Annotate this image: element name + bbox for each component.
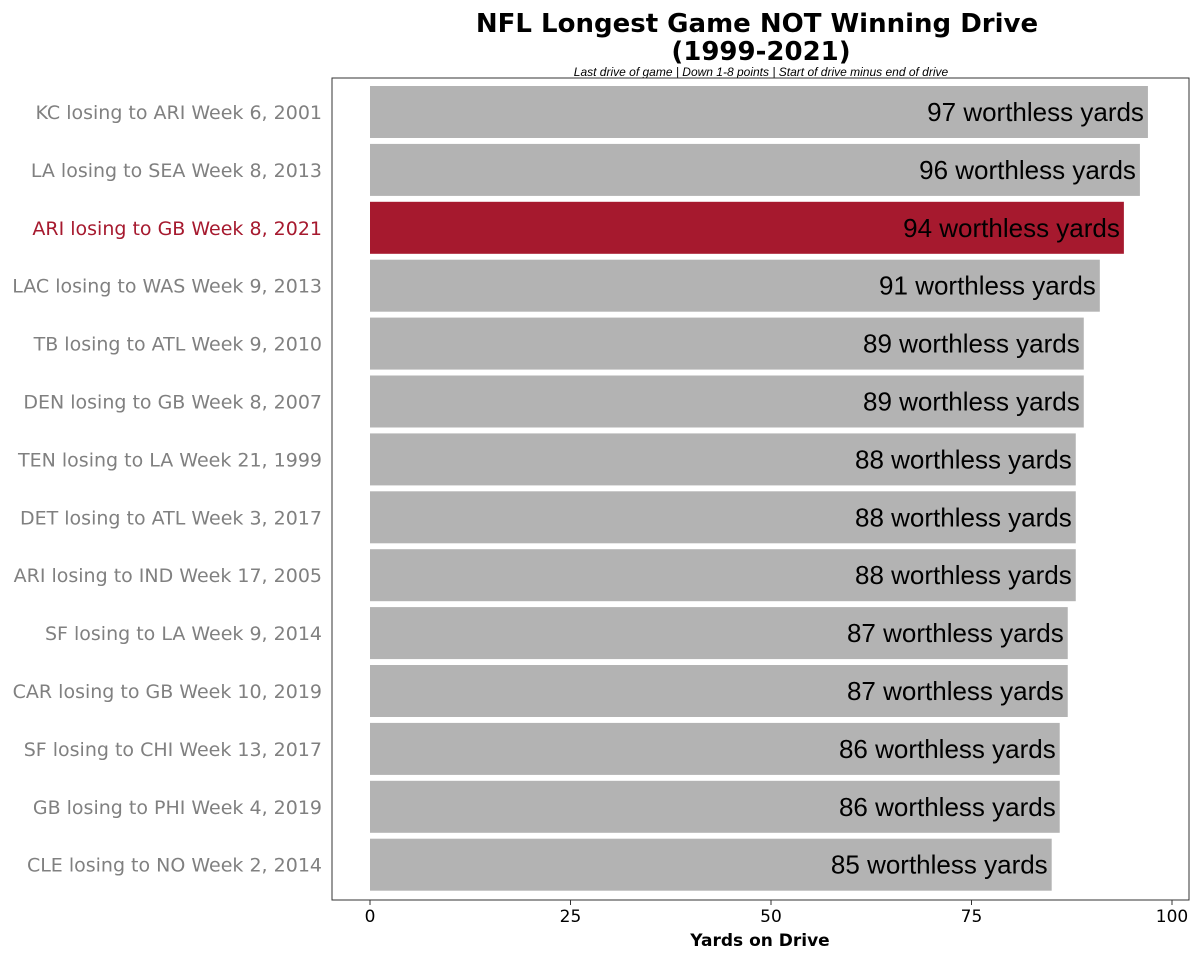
bar-value-label: 89 worthless yards	[863, 329, 1080, 359]
category-label: DET losing to ATL Week 3, 2017	[20, 507, 322, 529]
bar-value-label: 87 worthless yards	[847, 676, 1064, 706]
category-label: LA losing to SEA Week 8, 2013	[31, 160, 322, 182]
bar-value-label: 88 worthless yards	[855, 502, 1072, 532]
category-label: TB losing to ATL Week 9, 2010	[33, 334, 322, 356]
bar-value-label: 96 worthless yards	[919, 155, 1136, 185]
bar-value-label: 86 worthless yards	[839, 792, 1056, 822]
x-tick-label: 75	[961, 907, 983, 927]
category-label: CLE losing to NO Week 2, 2014	[27, 855, 322, 877]
bar	[370, 780, 1060, 833]
bar	[370, 838, 1052, 891]
category-label: SF losing to CHI Week 13, 2017	[24, 739, 322, 761]
bar	[370, 665, 1068, 717]
bar-value-label: 85 worthless yards	[831, 850, 1048, 880]
x-tick-label: 100	[1156, 907, 1188, 927]
bar-value-label: 94 worthless yards	[903, 213, 1120, 243]
x-tick-label: 0	[365, 907, 376, 927]
x-tick-label: 25	[560, 907, 582, 927]
bar	[370, 86, 1148, 138]
bar	[370, 143, 1140, 196]
bar-value-label: 87 worthless yards	[847, 618, 1064, 648]
x-axis-title: Yards on Drive	[689, 931, 829, 951]
category-label: LAC losing to WAS Week 9, 2013	[12, 276, 322, 298]
chart-subtitle: Last drive of game | Down 1-8 points | S…	[574, 65, 949, 79]
category-label: ARI losing to IND Week 17, 2005	[14, 565, 322, 587]
x-axis: 0 25 50 75 100	[365, 900, 1188, 927]
bar-value-label: 88 worthless yards	[855, 444, 1072, 474]
bars-layer: 97 worthless yards KC losing to ARI Week …	[12, 86, 1148, 891]
category-label: DEN losing to GB Week 8, 2007	[23, 392, 322, 414]
category-label: SF losing to LA Week 9, 2014	[45, 623, 322, 645]
bar	[370, 433, 1076, 486]
category-label: ARI losing to GB Week 8, 2021	[32, 218, 322, 240]
category-label: TEN losing to LA Week 21, 1999	[17, 449, 322, 471]
bar-value-label: 91 worthless yards	[879, 271, 1096, 301]
category-label: KC losing to ARI Week 6, 2001	[35, 102, 322, 124]
bar	[370, 722, 1060, 775]
chart-title-line-1: NFL Longest Game NOT Winning Drive	[476, 9, 1038, 39]
bar-value-label: 88 worthless yards	[855, 560, 1072, 590]
bar	[370, 201, 1124, 254]
bar-value-label: 97 worthless yards	[927, 97, 1144, 127]
bar	[370, 259, 1100, 312]
category-label: GB losing to PHI Week 4, 2019	[33, 797, 322, 819]
bar	[370, 491, 1076, 544]
bar-value-label: 86 worthless yards	[839, 734, 1056, 764]
bar-value-label: 89 worthless yards	[863, 387, 1080, 417]
x-tick-label: 50	[760, 907, 782, 927]
category-label: CAR losing to GB Week 10, 2019	[13, 681, 322, 703]
chart-title-line-2: (1999-2021)	[671, 37, 850, 67]
bar	[370, 375, 1084, 428]
bar	[370, 549, 1076, 602]
bar	[370, 607, 1068, 660]
plot-panel-border	[331, 77, 1190, 901]
bar	[370, 317, 1084, 370]
